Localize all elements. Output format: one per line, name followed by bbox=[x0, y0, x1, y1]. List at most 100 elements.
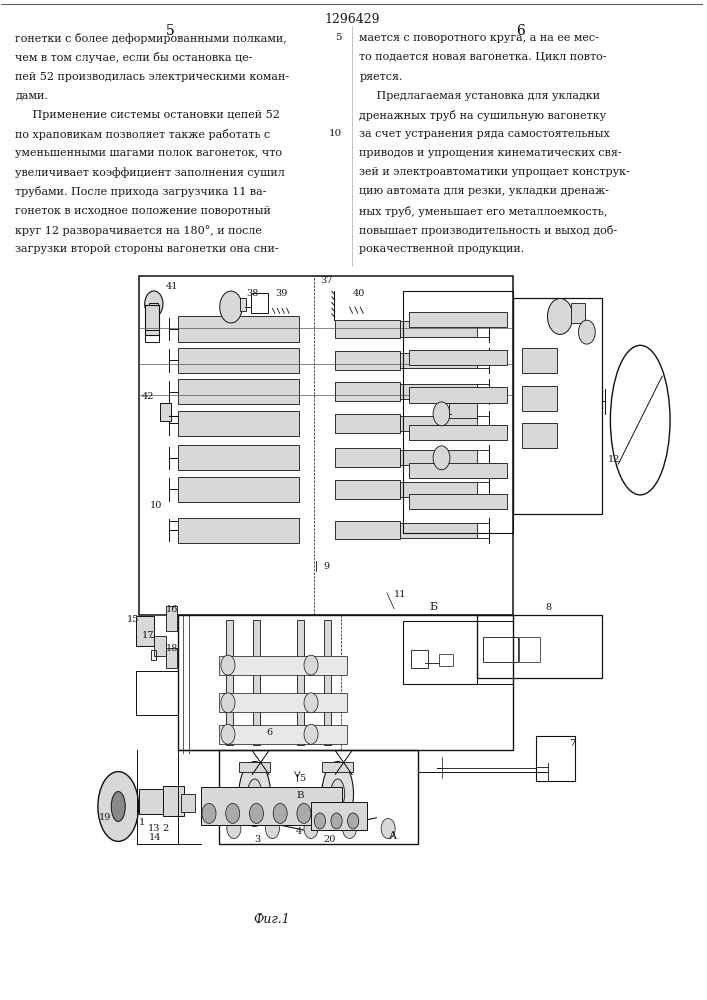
Text: увеличивает коэффициент заполнения сушил: увеличивает коэффициент заполнения сушил bbox=[16, 167, 285, 178]
Bar bbox=[477, 615, 602, 678]
Text: 2: 2 bbox=[163, 824, 169, 833]
Bar bbox=[177, 316, 299, 342]
Bar bbox=[139, 789, 167, 814]
Circle shape bbox=[304, 693, 318, 713]
Circle shape bbox=[221, 655, 235, 675]
Bar bbox=[522, 386, 556, 411]
Text: Предлагаемая установка для укладки: Предлагаемая установка для укладки bbox=[359, 91, 600, 101]
Bar bbox=[334, 414, 400, 433]
Text: чем в том случае, если бы остановка це-: чем в том случае, если бы остановка це- bbox=[16, 52, 253, 63]
Text: дами.: дами. bbox=[16, 91, 48, 101]
Bar bbox=[322, 762, 354, 772]
Text: мается с поворотного круга, а на ее мес-: мается с поворотного круга, а на ее мес- bbox=[359, 33, 600, 43]
Text: по храповикам позволяет также работать с: по храповикам позволяет также работать с bbox=[16, 129, 271, 140]
Bar bbox=[409, 350, 507, 365]
Bar bbox=[177, 379, 299, 404]
Text: рокачественной продукции.: рокачественной продукции. bbox=[359, 244, 525, 254]
Bar bbox=[177, 518, 299, 543]
Circle shape bbox=[343, 819, 356, 838]
Text: зей и электроавтоматики упрощает конструк-: зей и электроавтоматики упрощает констру… bbox=[359, 167, 630, 177]
Bar bbox=[151, 650, 156, 660]
Bar bbox=[145, 305, 159, 335]
Ellipse shape bbox=[322, 762, 354, 826]
Bar bbox=[163, 786, 184, 816]
Bar bbox=[298, 620, 305, 745]
Bar bbox=[149, 303, 158, 313]
Text: 13: 13 bbox=[148, 824, 160, 833]
Text: приводов и упрощения кинематических свя-: приводов и упрощения кинематических свя- bbox=[359, 148, 622, 158]
Circle shape bbox=[226, 803, 240, 823]
Text: загрузки второй стороны вагонетки она сни-: загрузки второй стороны вагонетки она сн… bbox=[16, 244, 279, 254]
Circle shape bbox=[433, 402, 450, 426]
Bar bbox=[403, 291, 513, 533]
Text: 6: 6 bbox=[267, 728, 273, 737]
Text: 40: 40 bbox=[353, 289, 365, 298]
Text: Применение системы остановки цепей 52: Применение системы остановки цепей 52 bbox=[16, 110, 280, 120]
Text: Фиг.1: Фиг.1 bbox=[253, 913, 290, 926]
Bar bbox=[177, 445, 299, 470]
Text: 8: 8 bbox=[545, 603, 551, 612]
Text: 1: 1 bbox=[139, 818, 145, 827]
Circle shape bbox=[348, 813, 358, 829]
Bar bbox=[311, 802, 367, 830]
Bar bbox=[400, 450, 477, 465]
Bar bbox=[334, 382, 400, 401]
Bar bbox=[438, 654, 452, 666]
Bar bbox=[253, 620, 260, 745]
Bar bbox=[201, 787, 341, 825]
Ellipse shape bbox=[331, 779, 345, 809]
Ellipse shape bbox=[98, 772, 139, 841]
Text: 19: 19 bbox=[99, 813, 111, 822]
Circle shape bbox=[547, 299, 573, 334]
Text: круг 12 разворачивается на 180°, и после: круг 12 разворачивается на 180°, и после bbox=[16, 225, 262, 236]
Bar bbox=[226, 620, 233, 745]
Text: 9: 9 bbox=[323, 562, 329, 571]
Text: 18: 18 bbox=[165, 644, 178, 653]
Bar bbox=[177, 411, 299, 436]
Text: 7: 7 bbox=[569, 739, 575, 748]
Text: ных труб, уменьшает его металлоемкость,: ных труб, уменьшает его металлоемкость, bbox=[359, 206, 608, 217]
Text: уменьшенными шагами полок вагонеток, что: уменьшенными шагами полок вагонеток, что bbox=[16, 148, 282, 158]
Circle shape bbox=[202, 803, 216, 823]
Bar bbox=[400, 353, 477, 368]
Text: гонетки с более деформированными полками,: гонетки с более деформированными полками… bbox=[16, 33, 287, 44]
Bar bbox=[166, 648, 177, 668]
Bar bbox=[411, 650, 428, 668]
Text: 10: 10 bbox=[150, 501, 162, 510]
Circle shape bbox=[331, 813, 342, 829]
Bar bbox=[136, 616, 153, 646]
Text: цию автомата для резки, укладки дренаж-: цию автомата для резки, укладки дренаж- bbox=[359, 186, 609, 196]
Text: 16: 16 bbox=[165, 605, 178, 614]
Ellipse shape bbox=[111, 792, 125, 821]
Bar bbox=[400, 482, 477, 497]
Text: 5: 5 bbox=[165, 24, 174, 38]
Bar bbox=[322, 809, 354, 819]
Text: Б: Б bbox=[430, 602, 438, 612]
Bar bbox=[449, 403, 477, 418]
Text: 5: 5 bbox=[335, 33, 342, 42]
Bar bbox=[250, 293, 268, 313]
Bar bbox=[537, 736, 575, 781]
Text: 14: 14 bbox=[149, 833, 162, 842]
Bar bbox=[522, 423, 556, 448]
Text: 5: 5 bbox=[299, 774, 305, 783]
Circle shape bbox=[304, 819, 318, 838]
Text: 12: 12 bbox=[607, 455, 620, 464]
Text: A: A bbox=[388, 831, 396, 841]
Bar bbox=[400, 384, 477, 399]
Text: 38: 38 bbox=[246, 289, 258, 298]
Bar bbox=[219, 656, 346, 675]
Text: 3: 3 bbox=[255, 835, 261, 844]
Bar bbox=[409, 387, 507, 403]
Bar bbox=[324, 620, 331, 745]
Text: пей 52 производилась электрическими коман-: пей 52 производилась электрическими кома… bbox=[16, 72, 290, 82]
Bar bbox=[160, 403, 171, 421]
Text: 1296429: 1296429 bbox=[325, 13, 380, 26]
Text: повышает производительность и выход доб-: повышает производительность и выход доб- bbox=[359, 225, 618, 236]
Text: 17: 17 bbox=[142, 631, 154, 640]
Bar bbox=[483, 637, 518, 662]
Bar bbox=[571, 303, 585, 323]
Bar bbox=[400, 416, 477, 431]
Bar bbox=[219, 725, 346, 744]
Text: 4: 4 bbox=[296, 827, 303, 836]
